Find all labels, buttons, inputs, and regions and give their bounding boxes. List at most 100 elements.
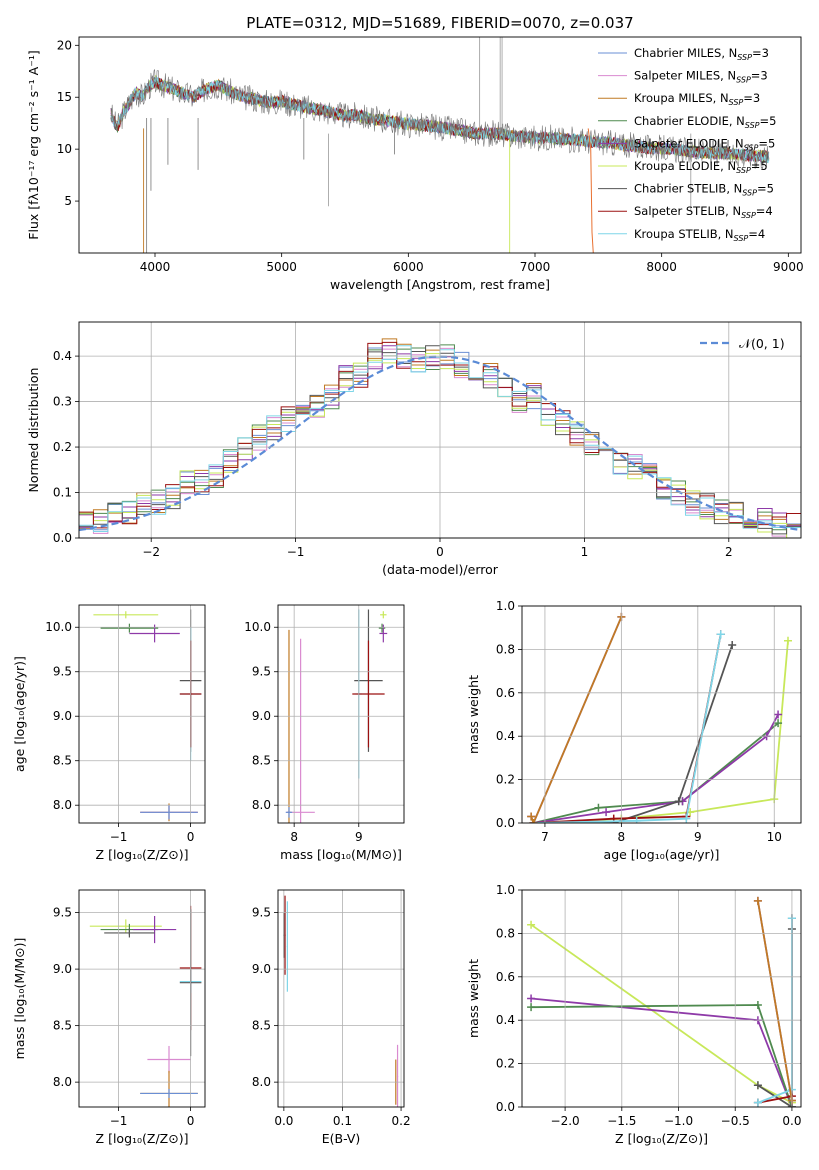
y-axis-label: mass weight — [466, 959, 481, 1038]
x-tick-label: 9000 — [773, 260, 804, 274]
weight-line-kroupa-miles — [757, 900, 793, 1101]
x-tick-label: 7000 — [520, 260, 551, 274]
legend-label: Salpeter STELIB, NSSP=4 — [634, 204, 773, 220]
x-tick-label: 5000 — [266, 260, 297, 274]
x-tick-label: 0 — [187, 830, 195, 844]
x-tick-label: −2 — [142, 545, 160, 559]
data-point — [378, 623, 386, 633]
y-tick-label: 9.5 — [252, 906, 271, 920]
legend-nssp-value: =3 — [743, 91, 760, 105]
legend-nssp-value: =5 — [751, 159, 768, 173]
data-point — [140, 1088, 198, 1098]
plot-area-mass-vs-EBV — [283, 895, 399, 1107]
x-axis-label: mass [log₁₀(M/M⊙)] — [280, 847, 402, 862]
x-tick-label: −0.5 — [721, 1114, 750, 1128]
weight-line-salpeter-elodie — [533, 714, 779, 823]
plus-marker — [784, 636, 793, 645]
y-tick-label: 8.5 — [252, 1019, 271, 1033]
y-tick-label: 10 — [57, 142, 72, 156]
x-tick-label: 7 — [541, 830, 549, 844]
weight-line-salpeter-elodie — [531, 997, 793, 1107]
x-tick-label: 10 — [767, 830, 782, 844]
y-tick-label: 0.4 — [496, 1013, 515, 1027]
legend-subscript: SSP — [745, 121, 760, 130]
y-tick-label: 0.8 — [496, 642, 515, 656]
y-tick-label: 15 — [57, 90, 72, 104]
data-point — [284, 895, 286, 975]
plot-area-age-vs-Z — [93, 609, 202, 822]
legend-label: Kroupa MILES, NSSP=3 — [634, 91, 760, 107]
plus-marker — [774, 710, 783, 719]
y-tick-label: 8.5 — [53, 754, 72, 768]
y-tick-label: 8.5 — [252, 754, 271, 768]
y-tick-label: 9.0 — [53, 709, 72, 723]
weight-line-kroupa-elodie — [530, 923, 793, 1104]
y-tick-label: 0.4 — [496, 729, 515, 743]
x-axis-label: Z [log₁₀(Z/Z⊙)] — [96, 1131, 189, 1146]
weight-line-kroupa-miles — [530, 616, 623, 823]
data-point — [89, 919, 162, 933]
x-tick-label: 8 — [290, 830, 298, 844]
y-tick-label: 9.0 — [252, 709, 271, 723]
data-point — [352, 640, 385, 748]
x-tick-label: −1 — [110, 830, 128, 844]
panel-weight-vs-age: 7 8 9 10 0.0 0.2 0.4 0.6 0.8 1.0 age [log₁₀(age/yr… — [466, 599, 802, 862]
panel-age-vs-mass: 8 9 8.0 8.5 9.0 9.5 10.0 mass [log₁₀(M/M⊙)] — [244, 604, 405, 862]
legend-nssp-value: =5 — [758, 136, 775, 150]
plus-marker — [527, 994, 536, 1003]
legend: Chabrier MILES, NSSP=3 Salpeter MILES, NS… — [598, 46, 776, 243]
y-tick-label: 9.0 — [252, 962, 271, 976]
axes-frame — [521, 605, 802, 824]
x-tick-label: 0 — [187, 1114, 195, 1128]
y-axis-label: mass [log₁₀(M/M⊙)] — [12, 938, 27, 1060]
legend-subscript: SSP — [734, 234, 749, 243]
plus-marker — [632, 816, 641, 823]
y-tick-label: 9.5 — [53, 665, 72, 679]
x-axis-label: age [log₁₀(age/yr)] — [604, 847, 720, 862]
panel-residuals: −2 −1 0 1 2 0.0 0.1 0.2 0.3 0.4 (data-model)/error… — [26, 321, 802, 577]
weight-line-chabrier-elodie — [533, 722, 779, 823]
plus-marker — [529, 819, 538, 823]
legend-subscript: SSP — [741, 211, 756, 220]
data-point — [285, 806, 293, 818]
legend-label: 𝒩(0, 1) — [739, 336, 785, 351]
legend-label: Kroupa ELODIE, NSSP=5 — [634, 159, 768, 175]
x-tick-label: 9 — [694, 830, 702, 844]
panel-weight-vs-Z: −2.0 −1.5 −1.0 −0.5 0.0 0.0 0.2 0.4 0.6 0.8 1.0 Z [… — [466, 883, 801, 1146]
observed-spectrum — [110, 68, 770, 170]
data-point — [133, 915, 177, 944]
plus-marker — [753, 1081, 762, 1090]
x-tick-label: 0.1 — [333, 1114, 352, 1128]
y-tick-label: 0.8 — [496, 926, 515, 940]
panel-age-vs-Z: −1 0 8.0 8.5 9.0 9.5 10.0 Z [log₁₀(Z/Z⊙)] age [l… — [12, 604, 206, 862]
y-tick-label: 8.0 — [252, 1075, 271, 1089]
y-axis-label: mass weight — [466, 675, 481, 754]
x-tick-label: 9 — [355, 830, 363, 844]
plus-marker — [753, 1001, 762, 1010]
y-tick-label: 8.5 — [53, 1019, 72, 1033]
plus-marker — [753, 1098, 762, 1107]
axes-frame — [521, 889, 802, 1108]
x-tick-label: 8000 — [646, 260, 677, 274]
y-tick-label: 8.0 — [252, 798, 271, 812]
x-tick-label: 4000 — [140, 260, 171, 274]
data-point — [147, 1045, 191, 1074]
plus-marker — [674, 797, 683, 806]
y-tick-label: 0.0 — [496, 1100, 515, 1114]
axes-frame — [277, 604, 405, 824]
y-tick-label: 10.0 — [244, 620, 271, 634]
data-point — [380, 611, 387, 619]
data-point — [100, 623, 159, 633]
x-tick-label: −1.0 — [664, 1114, 693, 1128]
y-tick-label: 0.1 — [53, 486, 72, 500]
legend-nssp-value: =5 — [760, 114, 777, 128]
y-tick-label: 5 — [64, 194, 72, 208]
panel-spectrum: 4000 5000 6000 7000 8000 9000 5 10 15 20 wavelengt… — [26, 36, 804, 292]
plus-marker — [594, 803, 603, 812]
y-tick-label: 8.0 — [53, 1075, 72, 1089]
data-point — [104, 928, 155, 938]
weight-line-salpeter-stelib — [533, 634, 722, 823]
plot-area-age-vs-mass — [285, 609, 388, 823]
legend-subscript: SSP — [742, 189, 757, 198]
axes-frame — [277, 889, 405, 1108]
